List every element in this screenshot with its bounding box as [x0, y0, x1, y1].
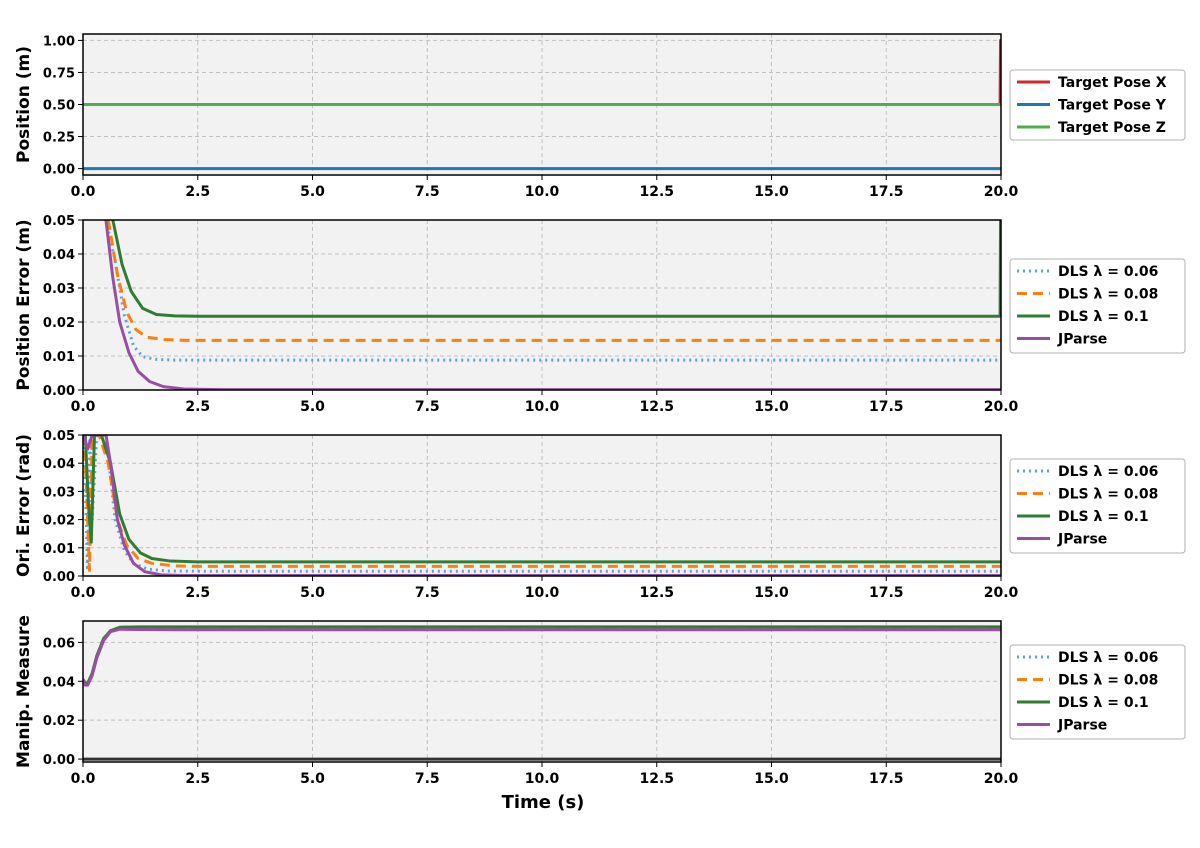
x-tick-label: 0.0: [71, 399, 96, 415]
y-tick-label: 0.06: [43, 636, 75, 651]
subplot-3: 0.0 2.5 5.0 7.5 10.0 12.5 15.0 17.5 20.0 0.00 0.01…: [14, 429, 1186, 601]
x-tick-label: 15.0: [754, 399, 789, 415]
x-tick-label: 5.0: [300, 184, 325, 200]
x-tick-label: 10.0: [525, 184, 560, 200]
y-tick-label: 0.00: [43, 570, 75, 585]
x-tick-label: 12.5: [639, 585, 674, 601]
legend-box: [1009, 644, 1186, 740]
x-tick-label: 7.5: [415, 184, 440, 200]
x-tick-label: 12.5: [639, 771, 674, 787]
y-tick-label: 0.25: [43, 131, 75, 146]
subplot-2: 0.0 2.5 5.0 7.5 10.0 12.5 15.0 17.5 20.0 0.00 0.01…: [14, 214, 1186, 415]
y-tick-label: 0.04: [43, 248, 75, 263]
x-tick-label: 0.0: [71, 184, 96, 200]
x-tick-label: 15.0: [754, 184, 789, 200]
legend-entry: DLS λ = 0.08: [1058, 287, 1158, 303]
x-tick-label: 15.0: [754, 585, 789, 601]
legend-entry: DLS λ = 0.06: [1058, 464, 1158, 480]
x-tick-label: 2.5: [185, 771, 210, 787]
x-tick-label: 2.5: [185, 399, 210, 415]
x-tick-label: 10.0: [525, 585, 560, 601]
x-tick-label: 7.5: [415, 585, 440, 601]
y-tick-label: 0.00: [43, 163, 75, 178]
series-line-dls-0-08: [106, 220, 1001, 342]
y-tick-label: 0.01: [43, 542, 75, 557]
legend: DLS λ = 0.06 DLS λ = 0.08 DLS λ = 0.1 JPars…: [1009, 458, 1186, 554]
y-tick-label: 0.02: [43, 316, 75, 331]
y-tick-label: 0.00: [43, 384, 75, 399]
x-tick-label: 15.0: [754, 771, 789, 787]
series-line-dls-0-1: [83, 435, 1001, 564]
y-axis-label: Manip. Measure: [14, 615, 34, 768]
legend-box: [1009, 258, 1186, 354]
y-tick-label: 0.04: [43, 675, 75, 690]
y-tick-label: 0.05: [43, 429, 75, 444]
y-tick-label: 0.03: [43, 485, 75, 500]
x-tick-label: 5.0: [300, 399, 325, 415]
x-tick-label: 5.0: [300, 585, 325, 601]
x-tick-label: 20.0: [984, 399, 1019, 415]
x-tick-label: 12.5: [639, 399, 674, 415]
x-tick-label: 12.5: [639, 184, 674, 200]
legend-entry: DLS λ = 0.1: [1058, 309, 1149, 325]
legend-entry: DLS λ = 0.06: [1058, 264, 1158, 280]
legend-box: [1009, 69, 1186, 141]
x-axis-label: Time (s): [502, 792, 585, 813]
subplot-4: 0.0 2.5 5.0 7.5 10.0 12.5 15.0 17.5 20.0 0.00 0.02…: [14, 615, 1186, 787]
legend: Target Pose X Target Pose Y Target Pose Z: [1009, 69, 1186, 141]
legend-entry: DLS λ = 0.1: [1058, 509, 1149, 525]
series-line-jparse: [83, 627, 1001, 687]
legend-entry: JParse: [1057, 332, 1107, 348]
y-tick-label: 0.50: [43, 99, 75, 114]
x-tick-label: 20.0: [984, 184, 1019, 200]
legend-entry: JParse: [1057, 718, 1107, 734]
y-tick-label: 0.05: [43, 214, 75, 229]
x-tick-label: 17.5: [869, 399, 904, 415]
x-tick-label: 17.5: [869, 184, 904, 200]
legend-entry: Target Pose Z: [1058, 120, 1166, 136]
subplots: 0.0 2.5 5.0 7.5 10.0 12.5 15.0 17.5 20.0 0.00 0.25…: [14, 33, 1186, 787]
series-group: [83, 625, 1001, 761]
y-tick-label: 0.02: [43, 514, 75, 529]
subplot-1: 0.0 2.5 5.0 7.5 10.0 12.5 15.0 17.5 20.0 0.00 0.25…: [14, 33, 1186, 200]
legend-entry: DLS λ = 0.08: [1058, 487, 1158, 503]
y-axis-label: Position Error (m): [14, 219, 34, 390]
y-tick-label: 0.02: [43, 714, 75, 729]
x-tick-label: 20.0: [984, 771, 1019, 787]
y-axis-label: Position (m): [14, 46, 34, 163]
x-tick-label: 7.5: [415, 771, 440, 787]
x-tick-label: 10.0: [525, 399, 560, 415]
y-tick-label: 0.03: [43, 282, 75, 297]
y-tick-label: 0.01: [43, 350, 75, 365]
y-tick-label: 0.00: [43, 753, 75, 768]
x-tick-label: 5.0: [300, 771, 325, 787]
x-tick-label: 10.0: [525, 771, 560, 787]
legend-entry: Target Pose X: [1058, 75, 1167, 91]
legend-box: [1009, 458, 1186, 554]
y-axis-label: Ori. Error (rad): [14, 434, 34, 577]
x-tick-label: 0.0: [71, 585, 96, 601]
legend: DLS λ = 0.06 DLS λ = 0.08 DLS λ = 0.1 JPars…: [1009, 258, 1186, 354]
x-tick-label: 7.5: [415, 399, 440, 415]
x-tick-label: 2.5: [185, 585, 210, 601]
y-tick-label: 0.04: [43, 457, 75, 472]
legend: DLS λ = 0.06 DLS λ = 0.08 DLS λ = 0.1 JPars…: [1009, 644, 1186, 740]
legend-entry: DLS λ = 0.06: [1058, 650, 1158, 666]
series-line-jparse: [83, 435, 1001, 576]
y-tick-label: 1.00: [43, 34, 75, 49]
x-tick-label: 0.0: [71, 771, 96, 787]
series-line-dls-0-08: [83, 435, 1001, 572]
x-tick-label: 2.5: [185, 184, 210, 200]
x-tick-label: 17.5: [869, 585, 904, 601]
x-tick-label: 17.5: [869, 771, 904, 787]
legend-entry: DLS λ = 0.1: [1058, 695, 1149, 711]
y-tick-label: 0.75: [43, 66, 75, 81]
series-line-dls-0-06: [83, 435, 1001, 573]
legend-entry: JParse: [1057, 532, 1107, 548]
series-group: [83, 435, 1001, 576]
legend-entry: Target Pose Y: [1058, 98, 1167, 114]
legend-entry: DLS λ = 0.08: [1058, 673, 1158, 689]
x-tick-label: 20.0: [984, 585, 1019, 601]
